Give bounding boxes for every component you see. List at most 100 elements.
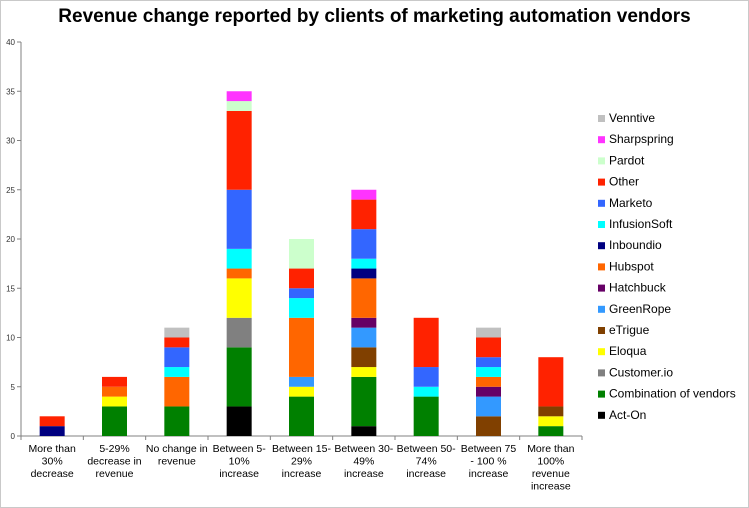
bar-segment: [413, 367, 439, 387]
bar-segment: [289, 386, 314, 397]
legend-swatch: [598, 221, 605, 228]
legend-swatch: [598, 411, 605, 419]
legend-swatch: [598, 178, 605, 186]
bar-segment: [351, 199, 377, 230]
bar-segment: [39, 416, 65, 427]
bar-segment: [351, 327, 377, 348]
bar-segment: [226, 317, 252, 348]
legend-label: Eloqua: [609, 344, 647, 358]
legend-swatch: [598, 284, 605, 292]
x-category-label: Between 50-74% increase: [397, 443, 456, 480]
y-tick-label: 35: [6, 87, 15, 96]
legend-label: GreenRope: [609, 302, 671, 316]
x-category-label: Between 15-29% increase: [272, 443, 331, 480]
bar-segment: [164, 347, 190, 368]
x-category-label: 5-29% decrease in revenue: [87, 443, 141, 480]
bar-segment: [164, 406, 190, 436]
bar-segment: [351, 367, 377, 377]
bar-segment: [476, 376, 501, 387]
bar-segment: [476, 357, 501, 368]
y-tick-label: 30: [6, 137, 15, 146]
y-tick-label: 25: [6, 186, 15, 195]
x-category-label: Between 5-10% increase: [213, 443, 267, 480]
legend-swatch: [598, 348, 605, 356]
bar-segment: [289, 317, 314, 377]
x-category-label: More than 30% decrease: [29, 443, 76, 480]
legend-label: Sharpspring: [609, 132, 674, 146]
bar-segment: [538, 406, 564, 417]
legend-swatch: [598, 390, 605, 398]
bar-segment: [476, 367, 501, 377]
y-tick-label: 40: [6, 38, 15, 47]
legend-label: Customer.io: [609, 365, 673, 379]
bar-segment: [289, 268, 314, 289]
bar-segment: [289, 288, 314, 299]
bar-segment: [289, 376, 314, 387]
bar-segment: [351, 268, 377, 279]
legend-swatch: [598, 157, 605, 165]
bar-segment: [351, 258, 377, 269]
bar-segment: [476, 416, 501, 436]
legend-label: eTrigue: [609, 323, 650, 337]
bar-segment: [226, 248, 252, 269]
legend-label: Venntive: [609, 111, 655, 125]
legend-label: Act-On: [609, 408, 646, 422]
x-category-label: Between 75- 100 % increase: [461, 443, 517, 480]
bar-segment: [413, 396, 439, 436]
bar-segment: [289, 298, 314, 318]
bar-segment: [102, 406, 127, 436]
legend-swatch: [598, 242, 605, 250]
bar-segment: [164, 327, 190, 338]
legend-swatch: [598, 369, 605, 377]
legend: Venntive Sharpspring Pardot Other Marketo Inf…: [598, 111, 736, 422]
legend-label: Pardot: [609, 153, 645, 167]
x-category-label: More than 100% revenue increase: [527, 443, 574, 493]
bar-segment: [476, 337, 501, 358]
legend-swatch: [598, 327, 605, 334]
bar-segment: [39, 426, 65, 436]
legend-label: Marketo: [609, 196, 653, 210]
bar-segment: [226, 110, 252, 190]
y-tick-label: 10: [6, 334, 15, 343]
x-category-label: Between 30-49% increase: [334, 443, 393, 480]
legend-label: Other: [609, 175, 639, 189]
bar-segment: [413, 317, 439, 368]
bar-segment: [351, 426, 377, 436]
bar-segment: [226, 189, 252, 249]
legend-swatch: [598, 136, 605, 144]
legend-swatch: [598, 305, 605, 313]
bar-segment: [538, 357, 564, 407]
bar-segment: [351, 229, 377, 259]
bar-segment: [476, 386, 501, 397]
bar-segment: [164, 376, 190, 407]
bar-segment: [102, 376, 127, 387]
legend-label: Inboundio: [609, 238, 662, 252]
bar-segment: [351, 278, 377, 318]
x-axis-labels: More than 30% decrease 5-29% decrease in reve…: [29, 443, 575, 493]
bar-segment: [476, 396, 501, 417]
legend-label: Hubspot: [609, 259, 654, 273]
bars: [39, 91, 564, 436]
legend-label: Hatchbuck: [609, 281, 667, 295]
legend-label: Combination of vendors: [609, 387, 736, 401]
y-tick-label: 15: [6, 284, 15, 293]
bar-segment: [538, 416, 564, 427]
chart-title: Revenue change reported by clients of ma…: [58, 6, 691, 27]
bar-segment: [351, 347, 377, 368]
legend-swatch: [598, 115, 605, 122]
bar-segment: [351, 317, 377, 328]
legend-swatch: [598, 199, 605, 207]
bar-segment: [164, 367, 190, 377]
bar-segment: [164, 337, 190, 348]
bar-segment: [226, 101, 252, 111]
bar-segment: [226, 278, 252, 318]
bar-segment: [226, 347, 252, 407]
bar-segment: [102, 396, 127, 407]
bar-segment: [226, 91, 252, 102]
bar-segment: [226, 268, 252, 279]
y-tick-label: 0: [11, 432, 16, 441]
bar-segment: [226, 406, 252, 436]
y-tick-label: 5: [11, 383, 16, 392]
bar-segment: [476, 327, 501, 338]
